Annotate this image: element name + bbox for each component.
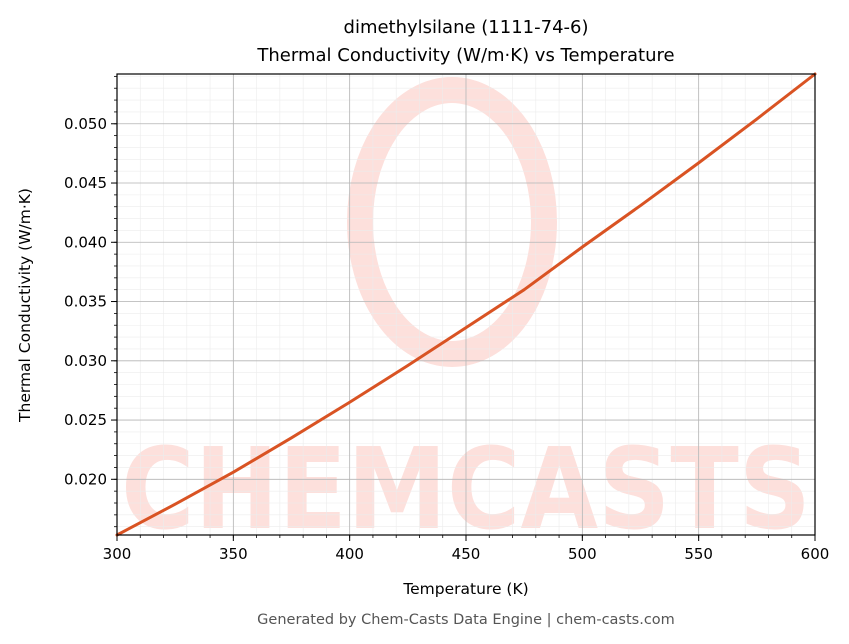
- y-axis: 0.020 0.025 0.030 0.035 0.040 0.045 0.050: [64, 75, 117, 528]
- y-tick-label: 0.035: [64, 293, 107, 311]
- x-tick-label: 300: [103, 545, 132, 563]
- x-tick-label: 600: [801, 545, 830, 563]
- chart-title-line1: dimethylsilane (1111-74-6): [344, 17, 589, 38]
- footer-credit: Generated by Chem-Casts Data Engine | ch…: [257, 612, 675, 628]
- y-axis-label: Thermal Conductivity (W/m·K): [16, 188, 34, 423]
- x-tick-label: 500: [568, 545, 597, 563]
- x-tick-label: 400: [335, 545, 364, 563]
- y-tick-label: 0.040: [64, 233, 107, 251]
- x-axis: 300 350 400 450 500 550 600: [103, 535, 830, 563]
- x-tick-label: 550: [684, 545, 713, 563]
- y-tick-label: 0.045: [64, 174, 107, 192]
- watermark-logo-ring: [347, 77, 557, 367]
- y-tick-label: 0.030: [64, 352, 107, 370]
- x-tick-label: 450: [452, 545, 481, 563]
- series-line: [115, 72, 817, 537]
- y-tick-label: 0.020: [64, 470, 107, 488]
- x-axis-label: Temperature (K): [402, 580, 528, 598]
- series-layer: [115, 72, 817, 537]
- y-tick-label: 0.050: [64, 115, 107, 133]
- chart-title-line2: Thermal Conductivity (W/m·K) vs Temperat…: [256, 45, 674, 66]
- x-tick-label: 350: [219, 545, 248, 563]
- y-tick-label: 0.025: [64, 411, 107, 429]
